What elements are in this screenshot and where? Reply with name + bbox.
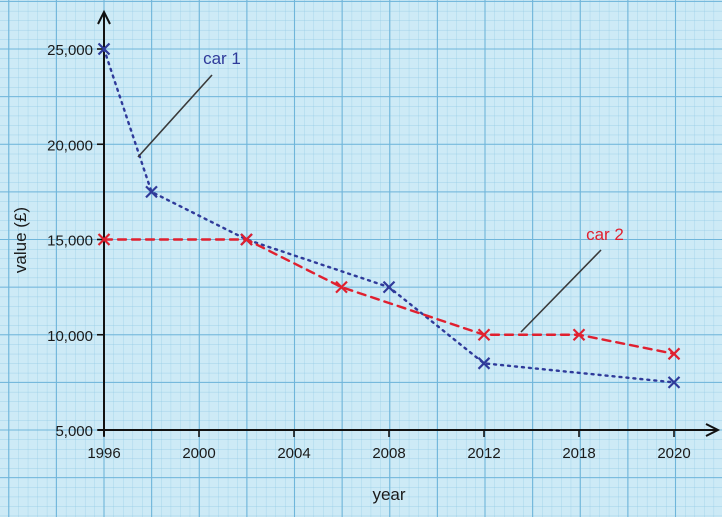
series-line-1 bbox=[102, 47, 676, 384]
x-tick-label: 2012 bbox=[467, 445, 500, 462]
axes bbox=[97, 9, 721, 437]
x-tick-label: 2018 bbox=[562, 445, 595, 462]
data-point-marker bbox=[240, 233, 253, 246]
data-point-marker bbox=[97, 233, 111, 246]
series-name-label: car 2 bbox=[586, 225, 624, 244]
y-tick-label: 15,000 bbox=[47, 233, 93, 250]
y-tick-label: 10,000 bbox=[47, 328, 93, 345]
data-point-marker bbox=[97, 42, 111, 56]
data-point-marker bbox=[335, 280, 348, 294]
data-point-marker bbox=[667, 347, 681, 361]
x-tick-label: 1996 bbox=[87, 445, 120, 462]
y-tick-label: 25,000 bbox=[47, 42, 93, 59]
x-tick-label: 2008 bbox=[372, 445, 405, 462]
tick-labels: 1996 2000 2004 2008 2012 2018 2020 5,000 10,000 1… bbox=[47, 42, 691, 462]
y-tick-label: 5,000 bbox=[55, 423, 93, 440]
y-tick-label: 20,000 bbox=[47, 137, 93, 154]
x-tick-label: 2020 bbox=[657, 445, 690, 462]
leader-line bbox=[137, 74, 213, 158]
data-point-marker bbox=[382, 280, 396, 294]
data-point-marker bbox=[145, 185, 158, 199]
series-layer bbox=[97, 42, 681, 389]
series-labels: car 1 car 2 bbox=[137, 49, 624, 333]
series-line-2 bbox=[102, 238, 676, 355]
x-tick-label: 2000 bbox=[182, 445, 215, 462]
data-point-marker bbox=[477, 328, 491, 342]
y-axis-arrow bbox=[97, 9, 111, 25]
data-point-marker bbox=[667, 376, 681, 389]
leader-line bbox=[520, 249, 602, 333]
data-point-marker bbox=[477, 357, 491, 370]
x-tick-label: 2004 bbox=[277, 445, 310, 462]
x-axis-arrow bbox=[705, 423, 721, 437]
series-name-label: car 1 bbox=[203, 49, 241, 68]
y-axis-title: value (£) bbox=[11, 207, 30, 273]
x-axis-title: year bbox=[372, 485, 405, 504]
data-point-marker bbox=[572, 328, 586, 342]
